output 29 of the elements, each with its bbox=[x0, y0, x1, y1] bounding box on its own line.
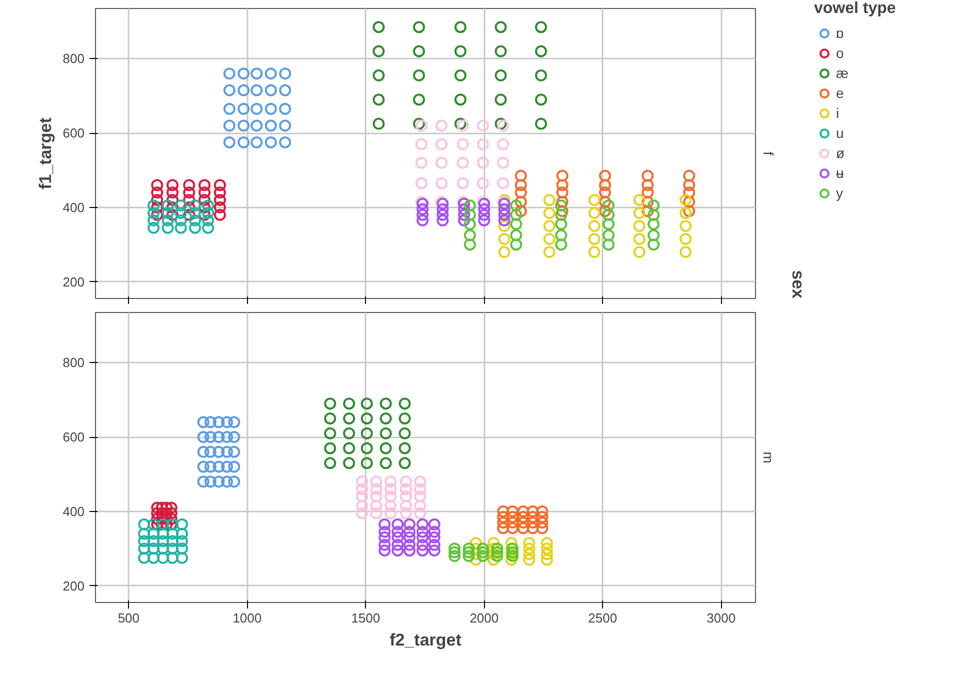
y-tick-label: 800 bbox=[62, 355, 85, 370]
y2-axis-title: sex bbox=[788, 270, 808, 300]
y-axis-title: f1_target bbox=[36, 117, 55, 190]
y-tick-label: 400 bbox=[62, 200, 85, 215]
x-tick-label: 500 bbox=[118, 610, 140, 626]
legend-label: u bbox=[836, 125, 845, 141]
x-tick-label: 3000 bbox=[706, 610, 736, 626]
x-axis-title: f2_target bbox=[390, 630, 462, 650]
legend-label: ø bbox=[836, 145, 846, 161]
x-tick-label: 1000 bbox=[232, 610, 262, 626]
legend-label: o bbox=[836, 45, 845, 61]
y-tick-label: 200 bbox=[62, 578, 85, 594]
x-tick-label: 2000 bbox=[470, 610, 499, 626]
legend-label: y bbox=[836, 185, 844, 201]
y-tick-label: 200 bbox=[62, 274, 85, 290]
y-tick-label: 800 bbox=[62, 51, 85, 66]
legend-label: æ bbox=[836, 65, 850, 81]
legend-label: ɒ bbox=[836, 25, 845, 41]
text: m bbox=[760, 452, 776, 464]
legend-title: vowel type bbox=[814, 0, 896, 18]
legend-label: i bbox=[836, 105, 840, 121]
x-tick-label: 1500 bbox=[351, 610, 380, 626]
y-tick-label: 400 bbox=[62, 504, 85, 519]
legend-label: e bbox=[836, 85, 845, 101]
y-tick-label: 600 bbox=[62, 126, 85, 141]
text: f bbox=[760, 152, 776, 156]
legend-label: ʉ bbox=[836, 165, 845, 181]
x-tick-label: 2500 bbox=[588, 610, 618, 626]
y-tick-label: 600 bbox=[62, 430, 85, 445]
